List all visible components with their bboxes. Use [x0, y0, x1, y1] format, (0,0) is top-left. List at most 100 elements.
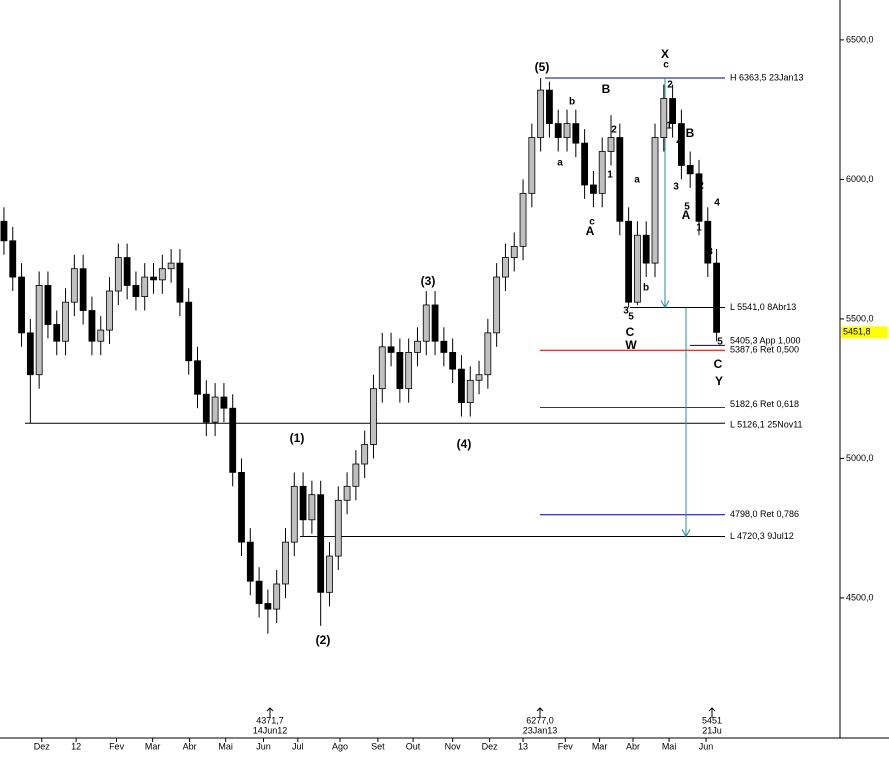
candle-body [9, 240, 17, 278]
candle-body [537, 89, 545, 138]
candle-body [246, 541, 254, 582]
candle-body [62, 301, 69, 342]
candle-body [141, 276, 149, 297]
candle-body [343, 485, 351, 501]
x-tick-label: Abr [626, 741, 640, 751]
wave-label: (5) [535, 60, 550, 74]
candle-body [317, 494, 325, 593]
level-label: L 5541,0 8Abr13 [730, 302, 796, 312]
candle-body [176, 262, 184, 303]
candle-body [546, 89, 553, 125]
candle-body [273, 583, 281, 610]
wave-label: X [661, 47, 669, 61]
wave-label: (2) [316, 633, 331, 647]
candle-body [704, 220, 712, 264]
candle-body [352, 463, 360, 487]
candle-body [431, 304, 439, 342]
candle-body [326, 555, 333, 593]
candle-body [0, 220, 8, 242]
candle-body [70, 268, 78, 303]
candle-body [590, 184, 597, 194]
candle-body [686, 165, 694, 175]
x-tick-label: Jun [256, 741, 271, 751]
marker-value: 6277,0 [526, 715, 554, 725]
wave-label: B [686, 126, 695, 140]
wave-label: 1 [607, 170, 613, 181]
wave-label: b [569, 97, 575, 108]
candle-body [502, 257, 509, 278]
candle-body [158, 268, 166, 281]
wave-label: b [643, 283, 649, 294]
candle-body [88, 310, 96, 342]
candle-body [238, 471, 245, 543]
wave-label: a [634, 175, 640, 186]
last-price-label: 5451,8 [843, 327, 871, 337]
wave-label: 4 [676, 137, 682, 148]
candle-body [387, 346, 395, 353]
candle-body [132, 285, 140, 297]
wave-label: a [557, 158, 563, 169]
wave-label: 3 [673, 182, 679, 193]
candle-body [150, 276, 157, 281]
candle-body [563, 123, 571, 138]
candle-body [475, 374, 483, 381]
y-tick-label: 5000,0 [846, 453, 874, 463]
y-tick-label: 6000,0 [846, 174, 874, 184]
wave-label: 5 [684, 202, 690, 213]
candle-body [264, 603, 272, 610]
candle-body [290, 485, 298, 543]
x-tick-label: Mar [592, 741, 608, 751]
x-tick-label: Mai [218, 741, 233, 751]
candle-body [185, 301, 193, 362]
candle-body [53, 324, 61, 342]
y-tick-label: 6500,0 [846, 34, 874, 44]
candle-body [625, 220, 633, 303]
candle-body [220, 396, 228, 409]
wave-label: 4 [714, 198, 720, 209]
wave-label: 2 [698, 181, 704, 192]
x-tick-label: Fev [109, 741, 125, 751]
x-tick-label: 13 [518, 741, 528, 751]
x-tick-label: Jun [699, 741, 714, 751]
marker-arrow [708, 707, 716, 718]
candle-body [493, 276, 501, 334]
candle-body [79, 268, 87, 311]
candle-body [528, 137, 536, 194]
wave-label: 1 [696, 223, 702, 234]
last-price-box [841, 326, 887, 339]
marker-date: 14Jun12 [253, 725, 288, 735]
candle-body [299, 485, 307, 521]
candle-body [642, 234, 650, 264]
candle-body [114, 257, 122, 292]
level-label: H 6363,5 23Jan13 [730, 72, 804, 82]
marker-value: 4371,7 [256, 715, 284, 725]
candle-body [466, 379, 474, 404]
wave-label: W [625, 338, 637, 352]
wave-label: (1) [290, 431, 305, 445]
candle-body [677, 123, 685, 166]
candle-body [616, 137, 624, 222]
candle-body [510, 245, 518, 258]
wave-label: 1 [666, 121, 672, 132]
candle-body [414, 340, 421, 353]
x-tick-label: Abr [183, 741, 197, 751]
y-tick-label: 4500,0 [846, 592, 874, 602]
candle-body [484, 332, 492, 376]
candle-body [669, 98, 676, 125]
candle-body [18, 276, 25, 334]
candle-body [378, 346, 386, 390]
candle-body [308, 494, 316, 521]
wave-label: A [682, 208, 691, 222]
x-tick-label: Mai [662, 741, 677, 751]
candle-body [202, 393, 210, 423]
candle-body [554, 123, 562, 138]
wave-label: B [602, 82, 611, 96]
x-tick-label: Jul [292, 741, 304, 751]
wave-label: C [626, 325, 635, 339]
candle-body [106, 290, 113, 331]
wave-label: 3 [707, 247, 713, 258]
candle-body [695, 173, 703, 222]
wave-label: 5 [628, 312, 634, 323]
